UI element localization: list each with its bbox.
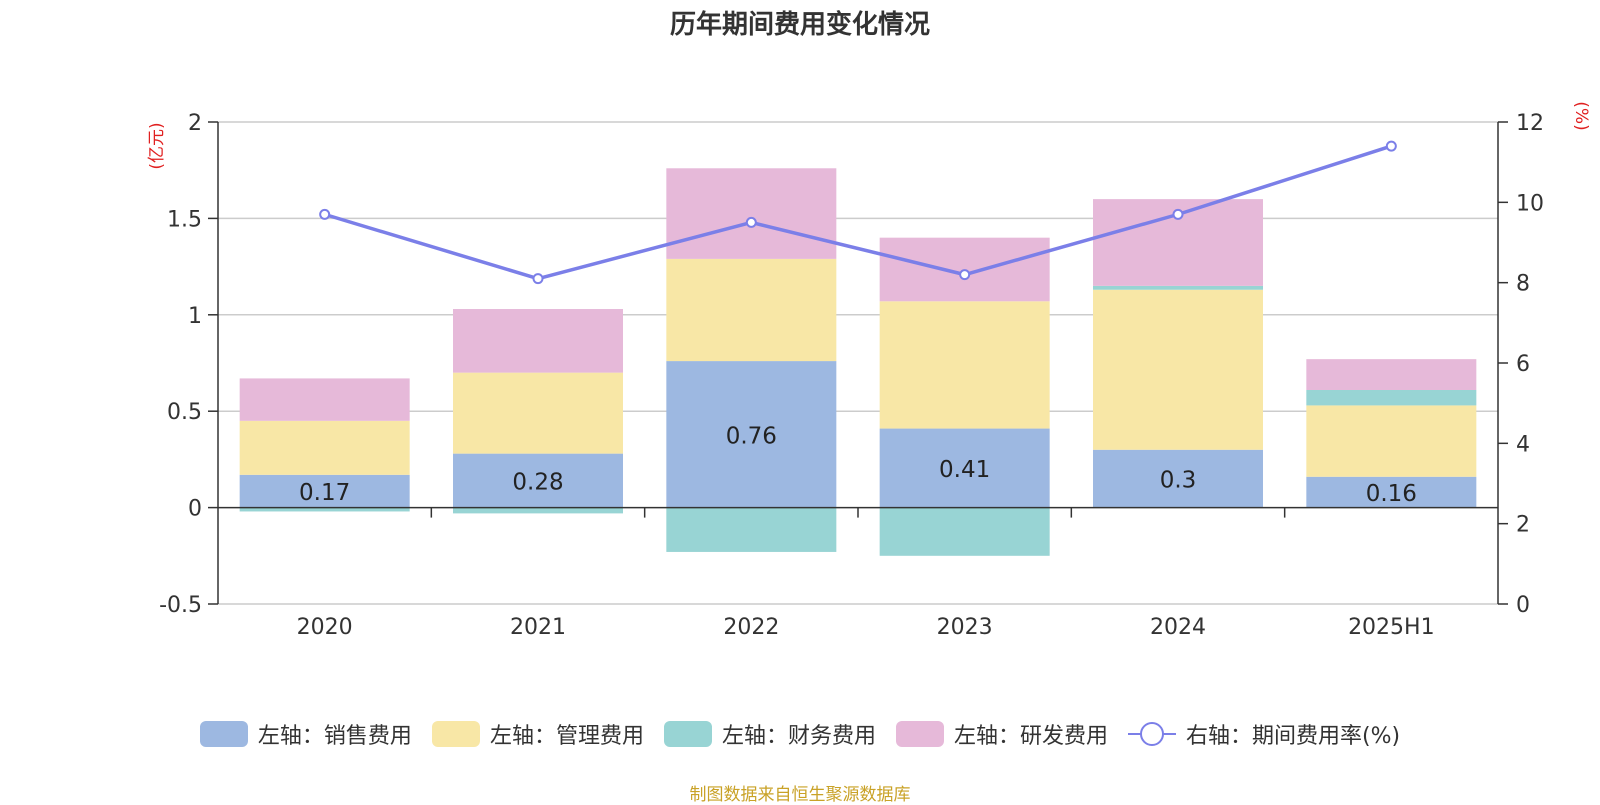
legend-label: 右轴：期间费用率(%): [1185, 724, 1401, 749]
data-label: 0.16: [1366, 481, 1417, 507]
right-axis-tick-label: 2: [1516, 513, 1530, 538]
left-axis-tick-label: 0: [188, 497, 202, 522]
legend-label: 左轴：研发费用: [953, 724, 1108, 749]
source-note: 制图数据来自恒生聚源数据库: [689, 785, 911, 805]
bar-0-2022: [666, 361, 837, 508]
bar-2-2023: [879, 507, 1050, 556]
rate-point-2022: [745, 216, 757, 228]
bar-1-2024: [1093, 289, 1263, 450]
x-axis-tick-label: 2022: [723, 615, 779, 640]
bar-1-2022: [666, 258, 837, 362]
chart-title: 历年期间费用变化情况: [669, 10, 930, 40]
legend: 左轴：销售费用 左轴：管理费用 左轴：财务费用 左轴：研发费用 右轴：期间费用率(%): [0, 718, 1600, 750]
legend-swatch: [663, 721, 712, 747]
rate-point-2021: [532, 273, 544, 285]
right-axis-tick-label: 4: [1516, 432, 1530, 457]
bar-0-2023: [879, 428, 1050, 508]
right-axis-tick-label: 6: [1516, 352, 1530, 377]
data-labels: 0.17 0.28 0.76 0.41 0.3 0.16: [299, 423, 1417, 507]
bar-2-2021: [453, 507, 623, 514]
x-axis-tick-label: 2021: [510, 615, 566, 640]
rate-point-2024: [1172, 208, 1184, 220]
x-axis-tick-label: 2024: [1150, 615, 1206, 640]
data-label: 0.28: [512, 470, 563, 496]
right-axis-tick-label: 0: [1516, 593, 1530, 618]
bar-0-2024: [1093, 449, 1263, 508]
legend-label: 左轴：销售费用: [257, 724, 412, 749]
right-axis-tick-label: 12: [1516, 111, 1544, 136]
legend-item: 右轴：期间费用率(%): [1127, 718, 1401, 750]
bar-1-2025H1: [1306, 405, 1477, 477]
grid-lines: [218, 121, 1498, 605]
x-axis-tick-label: 2023: [937, 615, 993, 640]
data-label: 0.17: [299, 480, 350, 506]
bar-0-2020: [239, 474, 410, 508]
data-label: 0.41: [939, 457, 990, 483]
bar-series: [239, 168, 1477, 556]
right-axis-tick-label: 8: [1516, 272, 1530, 297]
legend-label: 左轴：管理费用: [489, 724, 644, 749]
left-axis-tick-label: 1.5: [167, 207, 202, 232]
right-axis-tick-label: 10: [1516, 191, 1544, 216]
bar-2-2025H1: [1306, 389, 1477, 406]
x-axis-tick-label: 2020: [297, 615, 353, 640]
rate-point-2020: [319, 208, 331, 220]
bar-0-2025H1: [1306, 476, 1477, 508]
left-axis-unit: (亿元): [147, 122, 167, 169]
bar-3-2025H1: [1306, 359, 1477, 390]
data-label: 0.76: [726, 423, 777, 449]
bar-2-2022: [666, 507, 837, 552]
legend-item: 左轴：财务费用: [663, 718, 876, 750]
bar-1-2020: [239, 420, 410, 475]
left-axis-tick-label: -0.5: [159, 593, 202, 618]
left-axis-tick-label: 2: [188, 111, 202, 136]
rate-point-2023: [959, 269, 971, 281]
bar-1-2021: [453, 372, 623, 454]
bar-3-2020: [239, 378, 410, 421]
legend-label: 左轴：财务费用: [721, 724, 876, 749]
legend-swatch: [431, 721, 480, 747]
left-axis-tick-label: 0.5: [167, 400, 202, 425]
legend-line-marker: [1127, 721, 1176, 747]
bar-0-2021: [453, 453, 623, 508]
legend-item: 左轴：销售费用: [199, 718, 412, 750]
right-axis-unit: (%): [1571, 101, 1591, 130]
legend-swatch: [895, 721, 944, 747]
rate-line: [324, 144, 1392, 281]
legend-item: 左轴：管理费用: [431, 718, 644, 750]
bar-3-2021: [453, 309, 623, 373]
rate-line-series: [319, 140, 1397, 285]
data-label: 0.3: [1160, 468, 1197, 494]
bar-2-2024: [1093, 285, 1263, 290]
x-axis-tick-label: 2025H1: [1348, 615, 1435, 640]
legend-item: 左轴：研发费用: [895, 718, 1108, 750]
legend-swatch: [199, 721, 248, 747]
rate-point-2025H1: [1385, 140, 1397, 152]
bar-1-2023: [879, 301, 1050, 429]
bar-3-2022: [666, 168, 837, 259]
left-axis-tick-label: 1: [188, 304, 202, 329]
bar-2-2020: [239, 507, 410, 512]
